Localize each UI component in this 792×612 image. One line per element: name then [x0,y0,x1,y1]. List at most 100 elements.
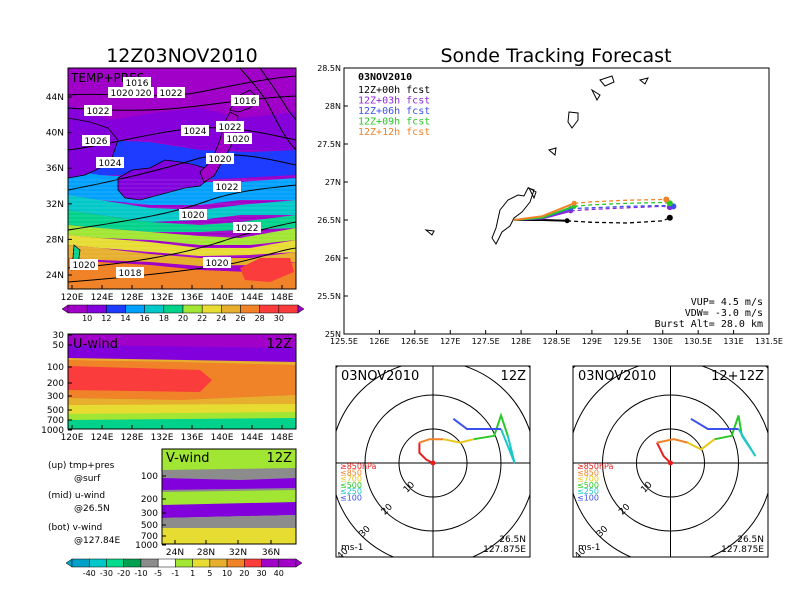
wind-colorbar-swatch [88,558,107,568]
wind-colorbar-label: -20 [117,569,130,578]
pressure-label-bg [231,95,259,106]
track-legend-item: 12Z+00h fcst [358,85,430,96]
pressure-label-bg [82,135,110,146]
pressure-label-bg [126,87,154,98]
u-y-tick-label: 30 [53,331,65,341]
u-x-tick-label: 144E [241,433,264,443]
map-y-tick-label: 32N [46,200,64,210]
pressure-label: 1022 [236,224,259,234]
colorbar-label: 20 [178,314,188,323]
polar-left-date: 03NOV2010 [341,369,419,384]
wind-colorbar-label: -30 [100,569,113,578]
track-y-tick-label: 28N [325,102,341,111]
wind-colorbar-arrow-left [65,558,73,568]
u-x-tick-label: 120E [61,433,84,443]
polar-right-time: 12+12Z [711,369,764,384]
polar-right-lat: 26.5N [737,535,764,545]
polar-ring-label: 40 [336,546,351,561]
track-lines [513,196,677,224]
pressure-label-bg [70,259,98,270]
pressure-label-bg [203,257,231,268]
map-x-tick-label: 144E [241,293,264,303]
pressure-label: 1016 [126,79,149,89]
polar-level-label: ≤850 [577,468,599,477]
track-date: 03NOV2010 [358,72,412,83]
polar-level-label: ≥850hPa [577,462,614,471]
legend-line-5: @127.84E [74,536,120,546]
v-y-tick-label: 500 [141,521,158,531]
wind-colorbar-swatch [278,558,297,568]
pressure-label-bg [233,222,261,233]
polar-left-unit: ms-1 [341,543,363,553]
pressure-label: 1020 [129,89,152,99]
pressure-label: 1020 [111,89,134,99]
track-y-tick-label: 27.5N [317,140,341,149]
wind-colorbar-swatch [71,558,90,568]
wind-colorbar-label: 30 [256,569,266,578]
track-x-tick-label: 131.5E [755,337,783,346]
track-x-tick-label: 129E [582,337,602,346]
wind-colorbar-swatch [175,558,193,568]
pressure-label-bg [84,105,112,116]
wind-colorbar-swatch [106,558,124,568]
polar-level-label: ≤850 [340,468,362,477]
legend-line-0: (up) tmp+pres [48,461,115,471]
polar-right-unit: ms-1 [578,543,600,553]
u-wind-panel: U-wind 12Z 120E 124E 128E 132E 136E 140E 144E 1… [41,331,297,443]
track-x-ticks: 125.5E 126E 126.5E 127E 127.5E 128E 128.5E 129E… [330,330,783,346]
track-panel: 125.5E 126E 126.5E 127E 127.5E 128E 128.5E 129E… [317,64,783,346]
pressure-label-bg [179,209,207,220]
pressure-label-bg [123,77,151,88]
map-x-tick-label: 136E [181,293,204,303]
pressure-label: 1020 [209,155,232,165]
polar-level-label: ≤700 [340,475,362,484]
pressure-label: 1016 [234,97,257,107]
wind-colorbar-swatch [140,558,159,568]
stat-vdw: VDW= -3.0 m/s [685,308,763,319]
v-y-tick-label: 200 [141,495,158,505]
colorbar-swatch [163,304,184,314]
u-y-tick-label: 100 [47,363,64,373]
pressure-label: 1022 [219,123,242,133]
wind-colorbar-arrow-right [295,558,303,568]
colorbar-swatch [221,304,241,314]
colorbar-label: 22 [197,314,207,323]
pressure-label: 1026 [85,137,108,147]
left-title: 12Z03NOV2010 [106,45,258,67]
wind-colorbar-label: 10 [222,569,232,578]
wind-colorbar-label: 40 [274,569,284,578]
wind-colorbar: -40 -30 -20 -10 -5 -1 1 5 10 20 30 40 [65,558,303,578]
track-x-tick-label: 126.5E [401,337,429,346]
u-x-tick-label: 140E [211,433,234,443]
track-legend-item: 12Z+03h fcst [358,96,430,107]
colorbar-label: 14 [120,314,130,323]
track-y-tick-label: 28.5N [317,64,341,73]
v-y-tick-label: 100 [141,472,158,482]
wind-colorbar-swatch [261,558,280,568]
u-y-tick-label: 700 [47,416,64,426]
track-x-tick-label: 127.5E [472,337,500,346]
map-y-tick-label: 24N [46,271,64,281]
colorbar-swatch [259,304,280,314]
colorbar-label: 12 [101,314,111,323]
u-wind-time: 12Z [267,337,293,352]
pressure-label: 1022 [216,183,239,193]
u-x-tick-label: 136E [181,433,204,443]
colorbar-swatch [240,304,260,314]
map-x-ticks: 120E 124E 128E 132E 136E 140E 144E 148E [61,285,294,303]
u-y-tick-label: 50 [53,341,65,351]
colorbar-label: 30 [274,314,284,323]
pressure-label-bg [116,267,144,278]
wind-colorbar-label: -40 [83,569,96,578]
track-y-tick-label: 26N [325,254,341,263]
track-x-tick-label: 128E [511,337,531,346]
track-line-descent [574,201,670,207]
map-y-tick-label: 36N [46,164,64,174]
polar-hodograph-segment [473,412,509,441]
pressure-label-bg [96,157,124,168]
track-x-tick-label: 126E [369,337,389,346]
polar-left-time: 12Z [501,369,527,384]
